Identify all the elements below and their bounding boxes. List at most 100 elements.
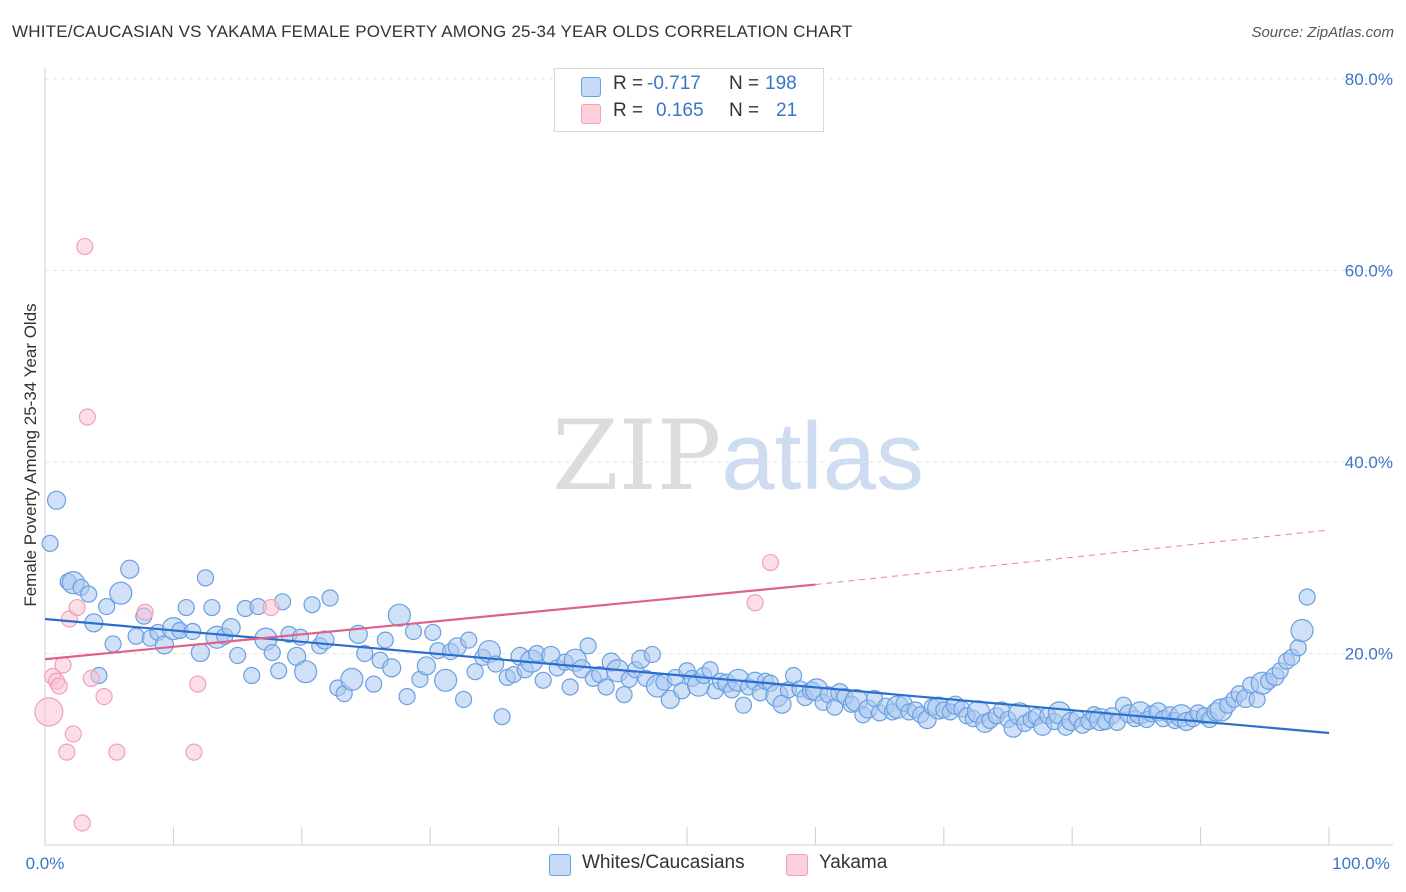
data-point-whites xyxy=(1298,588,1316,606)
legend-r-label: R = xyxy=(613,100,644,121)
data-point-whites xyxy=(104,635,122,653)
data-point-whites xyxy=(120,559,140,579)
trend-line-whites xyxy=(44,617,1330,735)
data-point-yakama xyxy=(761,553,780,572)
data-point-whites xyxy=(434,668,458,692)
legend-row-yakama: R = 0.165 N = 21 xyxy=(555,100,823,126)
data-point-yakama xyxy=(82,669,100,687)
data-point-whites xyxy=(294,660,318,684)
data-point-whites xyxy=(340,667,364,691)
data-point-whites xyxy=(454,690,473,709)
data-point-whites xyxy=(229,646,247,665)
data-point-whites xyxy=(80,585,98,603)
data-point-yakama xyxy=(95,687,113,706)
data-point-whites xyxy=(561,678,579,696)
data-point-whites xyxy=(643,645,661,664)
trend-lines xyxy=(44,529,1330,735)
source-credit: Source: ZipAtlas.com xyxy=(1251,24,1394,41)
legend-row-whites: R = -0.717 N = 198 xyxy=(555,73,823,99)
data-point-yakama xyxy=(746,594,764,612)
bottom-swatch-whites xyxy=(549,854,571,876)
data-point-whites xyxy=(493,708,511,726)
data-point-yakama xyxy=(108,743,126,761)
data-point-whites xyxy=(243,666,261,685)
data-point-whites xyxy=(270,662,288,680)
y-tick-label: 20.0% xyxy=(1345,645,1393,664)
data-point-whites xyxy=(46,490,67,510)
data-point-whites xyxy=(303,596,321,614)
data-point-whites xyxy=(387,603,411,627)
data-point-whites xyxy=(98,597,116,616)
data-point-whites xyxy=(263,643,281,662)
bottom-legend-label: Whites/Caucasians xyxy=(582,852,745,873)
bottom-legend-label: Yakama xyxy=(819,852,888,873)
trend-line-yakama-extension xyxy=(815,529,1330,586)
data-point-whites xyxy=(579,637,597,655)
legend-r-label: R = xyxy=(613,73,644,94)
data-point-whites xyxy=(734,696,753,714)
data-point-yakama xyxy=(76,237,94,256)
data-point-yakama xyxy=(50,677,68,695)
data-point-whites xyxy=(424,623,442,642)
data-point-yakama xyxy=(189,675,207,693)
legend-n-label: N = xyxy=(729,73,760,94)
legend-swatch-yakama xyxy=(581,104,601,124)
x-tick-label: 100.0% xyxy=(1332,854,1390,873)
chart-title: WHITE/CAUCASIAN VS YAKAMA FEMALE POVERTY… xyxy=(12,22,853,41)
series-whites-points xyxy=(41,490,1316,738)
legend-swatch-whites xyxy=(581,77,601,97)
watermark: ZIPatlas xyxy=(552,400,924,512)
series-yakama-points xyxy=(34,237,780,832)
y-tick-label: 60.0% xyxy=(1345,262,1393,281)
data-point-whites xyxy=(398,687,416,706)
legend-n-label: N = xyxy=(729,100,760,121)
data-point-whites xyxy=(365,675,383,693)
data-point-whites xyxy=(109,581,133,605)
legend-n-value: 198 xyxy=(765,73,797,94)
data-point-whites xyxy=(321,589,339,607)
data-point-yakama xyxy=(34,697,64,727)
correlation-legend: R = -0.717 N = 198 R = 0.165 N = 21 xyxy=(554,68,824,132)
legend-n-value: 21 xyxy=(776,100,798,121)
data-point-whites xyxy=(615,686,633,704)
legend-r-value: -0.717 xyxy=(647,73,701,94)
legend-r-value: 0.165 xyxy=(656,100,704,121)
watermark-atlas: atlas xyxy=(721,403,924,510)
data-point-whites xyxy=(196,569,215,587)
data-point-whites xyxy=(534,671,552,689)
data-point-whites xyxy=(1289,639,1307,657)
data-point-yakama xyxy=(64,725,82,743)
data-point-yakama xyxy=(54,656,72,674)
data-point-whites xyxy=(127,627,145,645)
data-point-whites xyxy=(597,678,615,696)
data-point-whites xyxy=(460,631,478,649)
y-tick-label: 80.0% xyxy=(1345,70,1393,89)
bottom-swatch-yakama xyxy=(786,854,808,876)
data-point-whites xyxy=(41,534,59,552)
data-point-whites xyxy=(203,598,221,617)
watermark-zip: ZIP xyxy=(552,400,722,512)
data-point-whites xyxy=(382,658,402,678)
data-point-yakama xyxy=(68,598,86,617)
data-point-whites xyxy=(404,622,423,641)
tick-labels: 20.0% 40.0% 60.0% 80.0% 0.0% 100.0% xyxy=(26,70,1393,873)
y-tick-label: 40.0% xyxy=(1345,453,1393,472)
data-point-yakama xyxy=(185,743,203,761)
data-point-whites xyxy=(177,598,195,617)
data-point-whites xyxy=(466,663,484,681)
data-point-yakama xyxy=(78,408,96,426)
data-point-whites xyxy=(376,631,394,649)
data-point-whites xyxy=(572,659,592,679)
data-point-whites xyxy=(356,644,374,663)
data-point-whites xyxy=(1290,618,1314,643)
data-point-yakama xyxy=(73,814,91,832)
y-axis-label: Female Poverty Among 25-34 Year Olds xyxy=(21,303,40,606)
data-point-whites xyxy=(190,642,210,663)
data-point-whites xyxy=(416,656,436,676)
grid-lines xyxy=(45,78,1393,654)
x-tick-label: 0.0% xyxy=(26,854,65,873)
trend-line-yakama xyxy=(44,583,816,661)
data-point-yakama xyxy=(58,743,76,761)
data-point-yakama xyxy=(136,603,154,621)
